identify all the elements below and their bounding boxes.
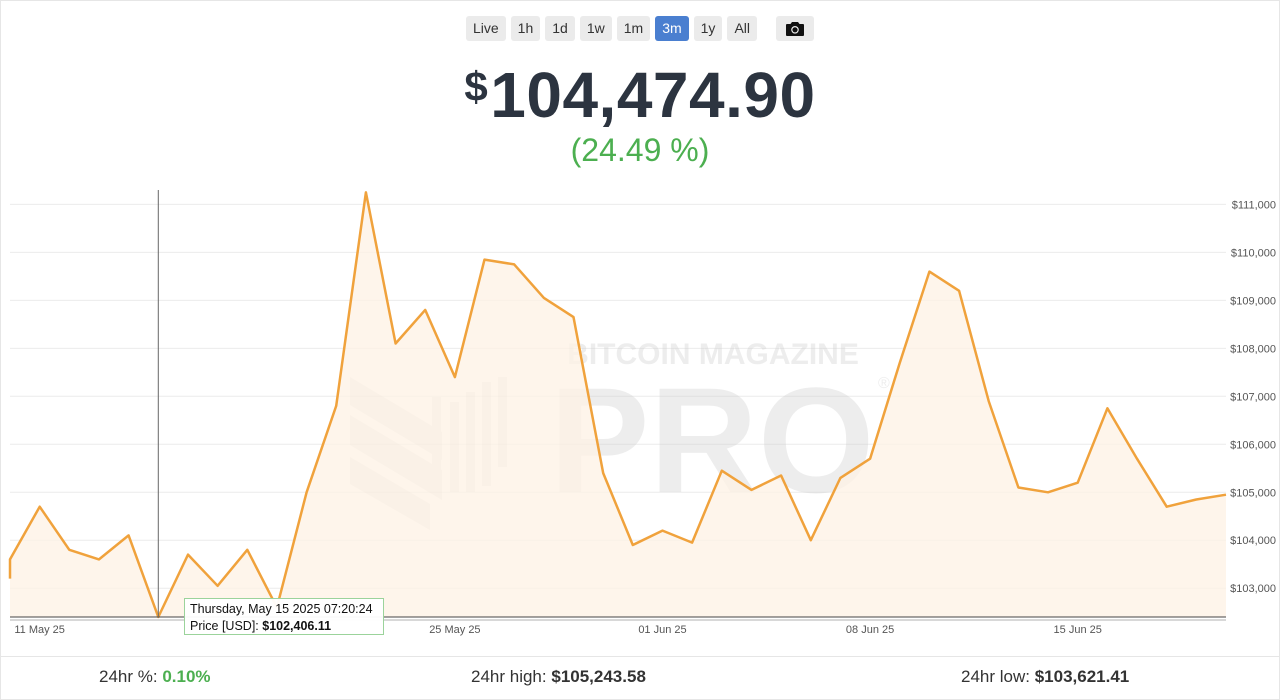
y-tick-label: $111,000: [1232, 199, 1276, 211]
range-selector: Live 1h 1d 1w 1m 3m 1y All: [0, 16, 1280, 41]
footer-divider: [0, 656, 1280, 657]
axes: $103,000 $104,000 $105,000 $106,000 $107,000…: [10, 199, 1276, 636]
y-tick-label: $105,000: [1230, 487, 1276, 499]
price-chart[interactable]: BITCOIN MAGAZINE PRO ® $103,000$104,000$…: [0, 182, 1280, 637]
x-tick-label: 08 Jun 25: [846, 624, 894, 636]
price-series: [8, 191, 1227, 619]
y-tick-label: $110,000: [1231, 247, 1276, 259]
range-button-live[interactable]: Live: [465, 16, 506, 41]
range-button-1m[interactable]: 1m: [616, 16, 651, 41]
stat-24hr-low-value: $103,621.41: [1034, 667, 1130, 686]
range-button-1w[interactable]: 1w: [579, 16, 612, 41]
range-button-1d[interactable]: 1d: [545, 16, 575, 41]
watermark-registered-mark: ®: [878, 375, 890, 392]
price-change-percent: (24.49 %): [570, 132, 710, 168]
series-area: [10, 192, 1226, 617]
hover-tooltip: Thursday, May 15 2025 07:20:24 Price [US…: [184, 598, 384, 635]
stat-24hr-low: 24hr low: $103,621.41: [961, 667, 1129, 687]
stat-24hr-high-value: $105,243.58: [551, 667, 646, 686]
y-tick-label: $106,000: [1230, 439, 1276, 451]
tooltip-date: Thursday, May 15 2025 07:20:24: [190, 602, 373, 616]
headline-price: $104,474.90: [0, 58, 1280, 132]
y-tick-label: $104,000: [1230, 535, 1276, 547]
tooltip-value: $102,406.11: [262, 619, 332, 633]
y-tick-label: $107,000: [1230, 391, 1276, 403]
range-button-3m[interactable]: 3m: [655, 16, 689, 41]
x-tick-label: 25 May 25: [429, 624, 480, 636]
y-tick-label: $108,000: [1230, 343, 1276, 355]
range-button-1y[interactable]: 1y: [693, 16, 723, 41]
y-tick-label: $109,000: [1230, 295, 1276, 307]
price-value: 104,474.90: [490, 59, 816, 131]
stat-24hr-percent: 24hr %: 0.10%: [99, 667, 211, 687]
watermark-top-text: BITCOIN MAGAZINE: [567, 338, 859, 371]
stat-24hr-high-label: 24hr high:: [471, 667, 547, 686]
camera-icon: [786, 22, 804, 36]
range-button-all[interactable]: All: [727, 16, 757, 41]
stat-24hr-percent-label: 24hr %:: [99, 667, 158, 686]
stat-24hr-high: 24hr high: $105,243.58: [471, 667, 646, 687]
tooltip-label: Price [USD]:: [190, 619, 259, 633]
y-tick-label: $103,000: [1230, 583, 1276, 595]
series-line: [8, 191, 1227, 619]
screenshot-button[interactable]: [776, 16, 814, 41]
x-tick-label: 15 Jun 25: [1054, 624, 1102, 636]
stat-24hr-low-label: 24hr low:: [961, 667, 1030, 686]
currency-symbol: $: [464, 63, 489, 110]
range-button-1h[interactable]: 1h: [510, 16, 541, 41]
x-tick-label: 11 May 25: [14, 624, 65, 636]
stat-24hr-percent-value: 0.10%: [162, 667, 211, 686]
x-tick-label: 01 Jun 25: [638, 624, 686, 636]
